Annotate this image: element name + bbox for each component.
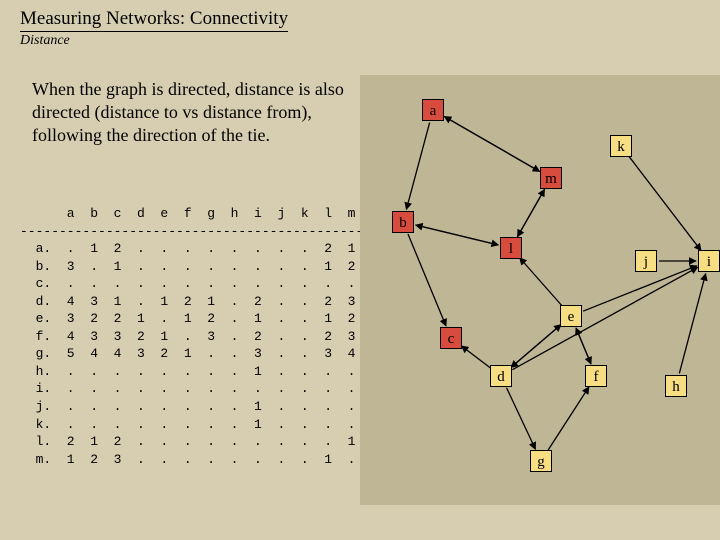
graph-edge	[461, 346, 490, 368]
graph-node-m: m	[540, 167, 562, 189]
graph-edge	[629, 156, 701, 250]
graph-edge	[511, 324, 561, 367]
graph-node-a: a	[422, 99, 444, 121]
graph-edge	[576, 328, 591, 364]
graph-node-k: k	[610, 135, 632, 157]
graph-edge	[512, 267, 697, 369]
network-graph: a k m b l j i e c d f h g	[360, 75, 720, 505]
graph-edge	[406, 123, 429, 210]
graph-edge	[408, 234, 446, 326]
graph-edge	[507, 388, 536, 449]
graph-node-b: b	[392, 211, 414, 233]
graph-edge	[517, 189, 544, 236]
graph-node-g: g	[530, 450, 552, 472]
graph-edge	[444, 116, 539, 171]
graph-edge	[416, 225, 499, 245]
graph-edge	[548, 387, 589, 450]
graph-node-e: e	[560, 305, 582, 327]
graph-node-i: i	[698, 250, 720, 272]
body-paragraph: When the graph is directed, distance is …	[32, 78, 352, 147]
graph-node-c: c	[440, 327, 462, 349]
graph-edge	[520, 258, 563, 307]
graph-edge	[583, 266, 697, 311]
graph-node-h: h	[665, 375, 687, 397]
graph-node-f: f	[585, 365, 607, 387]
graph-node-l: l	[500, 237, 522, 259]
graph-node-d: d	[490, 365, 512, 387]
graph-edge	[679, 274, 705, 374]
distance-matrix: a b c d e f g h i j k l m --------------…	[20, 205, 371, 468]
page-title: Measuring Networks: Connectivity	[20, 8, 288, 32]
page-subtitle: Distance	[20, 33, 288, 49]
graph-node-j: j	[635, 250, 657, 272]
